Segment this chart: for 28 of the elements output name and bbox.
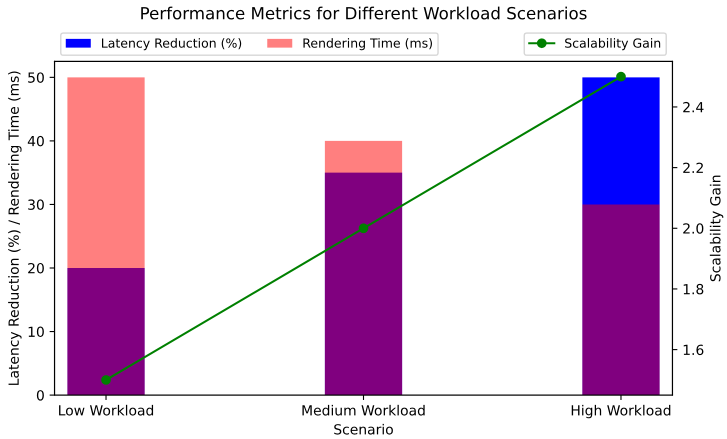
bar <box>67 268 145 396</box>
y-tick-label: 30 <box>28 199 44 210</box>
bar <box>582 204 660 396</box>
y2-axis-title: Scalability Gain <box>710 176 724 282</box>
chart-title: Performance Metrics for Different Workload Scenarios <box>141 6 587 20</box>
point <box>358 223 368 234</box>
y2-tick-label: 1.8 <box>684 284 704 294</box>
y2-tick-label: 2.4 <box>683 102 704 112</box>
bar <box>67 77 145 396</box>
y-tick-label: 0 <box>36 390 44 401</box>
legend-label: Scalability Gain <box>565 38 660 50</box>
legend-label: Rendering Time (ms) <box>303 38 432 50</box>
y-tick-label: 10 <box>28 326 44 338</box>
y2-tick-label: 1.6 <box>684 344 704 356</box>
y-tick-label: 50 <box>28 72 44 83</box>
legend-label: Latency Reduction (%) <box>102 38 242 50</box>
bar <box>582 77 660 396</box>
y-tick-label: 40 <box>28 136 44 146</box>
x-tick-label: Medium Workload <box>302 404 425 416</box>
x-axis-title: Scenario <box>334 424 393 435</box>
point <box>101 375 111 385</box>
x-tick-label: Low Workload <box>59 404 154 416</box>
y2-tick-label: 2.0 <box>683 223 704 234</box>
y2-tick-label: 2.2 <box>683 162 703 173</box>
y-axis-title: Latency Reduction (%) / Rendering Time (ms) <box>8 71 22 385</box>
x-tick-label: High Workload <box>572 404 670 418</box>
y-tick-label: 20 <box>28 262 44 274</box>
point <box>616 72 626 82</box>
